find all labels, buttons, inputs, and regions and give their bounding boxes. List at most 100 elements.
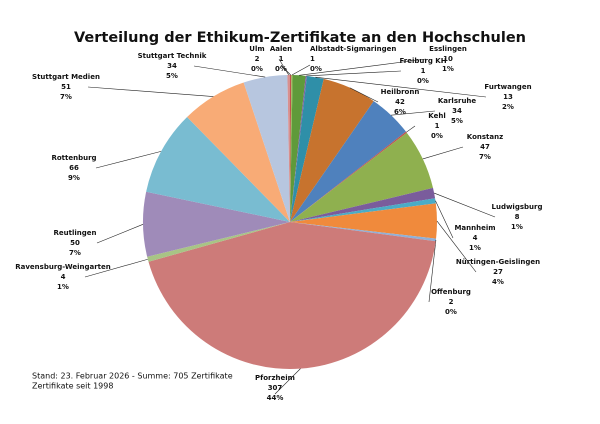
data-label-name: Reutlingen [54,229,97,237]
data-label-value: 66 [69,164,79,172]
pie-slice [290,187,436,222]
leader-line [315,76,487,98]
data-label-name: Pforzheim [255,374,295,382]
data-label-percent: 0% [445,308,457,316]
data-label-name: Ludwigsburg [492,203,543,211]
data-label-name: Offenburg [431,288,471,296]
pie-slice [290,75,307,223]
leader-line [95,151,162,169]
data-label-value: 4 [473,234,478,242]
leader-line [291,64,311,76]
leader-line [84,258,148,278]
data-label-percent: 4% [492,278,504,286]
pie-slice [290,75,324,222]
data-label-percent: 0% [251,65,263,73]
leader-line [406,125,416,133]
data-label-value: 47 [480,143,490,151]
data-label-percent: 5% [451,117,463,125]
data-label-percent: 0% [417,77,429,85]
data-label-name: Ravensburg-Weingarten [15,263,111,271]
data-label-name: Kehl [428,112,445,120]
data-label-value: 1 [310,55,315,63]
data-label-name: Ulm [249,45,264,53]
data-label-value: 51 [61,83,71,91]
data-label-percent: 0% [310,65,322,73]
leader-line [428,239,437,303]
data-label-value: 8 [515,213,520,221]
data-label-name: Nürtingen-Geislingen [456,258,540,266]
data-label-value: 4 [61,273,66,281]
leader-line [96,224,144,244]
data-label-name: Furtwangen [484,83,531,91]
data-label-percent: 0% [431,132,443,140]
note: Zertifikate seit 1998 [32,382,113,391]
data-label-value: 1 [421,67,426,75]
data-label-name: Rottenburg [51,154,96,162]
pie-slice [290,75,306,223]
leader-line [435,200,454,239]
data-label-value: 13 [503,93,513,101]
leader-line [349,87,379,103]
data-label-value: 34 [167,62,177,70]
data-label-percent: 1% [442,65,454,73]
pie-slice [290,203,437,239]
pie-slice [290,78,374,223]
data-label-value: 27 [493,268,503,276]
data-label-name: Konstanz [467,133,503,141]
data-label-name: Heilbronn [381,88,420,96]
data-label-percent: 1% [57,283,69,291]
data-label-percent: 1% [511,223,523,231]
leader-line [390,110,436,116]
leader-line [434,192,496,218]
note: Stand: 23. Februar 2026 - Summe: 705 Zer… [32,372,233,381]
data-label-value: 34 [452,107,462,115]
pie-slice [147,222,290,262]
data-label-name: Karlsruhe [438,97,477,105]
pie-slice [187,82,290,222]
data-label-value: 307 [268,384,283,392]
pie-slice [290,75,293,223]
data-label-percent: 7% [60,93,72,101]
data-label-name: Freiburg KH [399,57,446,65]
chart-title: Verteilung der Ethikum-Zertifikate an de… [74,30,526,46]
data-label-value: 1 [435,122,440,130]
data-label-value: 50 [70,239,80,247]
data-label-name: Aalen [270,45,292,53]
pie-slice [290,132,433,222]
leader-line [274,368,301,395]
pie-slice [290,222,437,242]
leader-line [299,58,427,76]
pie-slice [290,198,436,222]
data-label-value: 10 [443,55,453,63]
data-label-percent: 5% [166,72,178,80]
data-label-name: Mannheim [454,224,495,232]
data-label-percent: 1% [469,244,481,252]
data-label-value: 1 [279,55,284,63]
data-label-value: 42 [395,98,405,106]
pie-slice [146,117,290,222]
leader-line [193,65,266,78]
data-label-percent: 2% [502,103,514,111]
data-label-percent: 7% [479,153,491,161]
pie-slice [148,222,436,369]
data-label-percent: 9% [68,174,80,182]
data-label-name: Stuttgart Medien [32,73,100,81]
leader-line [436,220,477,273]
pie-slice [243,75,290,223]
data-label-name: Stuttgart Technik [138,52,207,60]
data-label-percent: 0% [275,65,287,73]
leader-line [87,86,214,97]
data-label-value: 2 [255,55,260,63]
leader-line [422,146,464,160]
data-label-percent: 44% [267,394,284,402]
data-label-percent: 6% [394,108,406,116]
data-label-name: Albstadt-Sigmaringen [310,45,396,53]
pie-slice [290,131,407,222]
data-label-value: 2 [449,298,454,306]
pie-slice [287,75,290,222]
leader-line [306,70,402,77]
pie-slice [143,191,290,257]
data-label-name: Esslingen [429,45,467,53]
pie-slice [290,75,292,222]
